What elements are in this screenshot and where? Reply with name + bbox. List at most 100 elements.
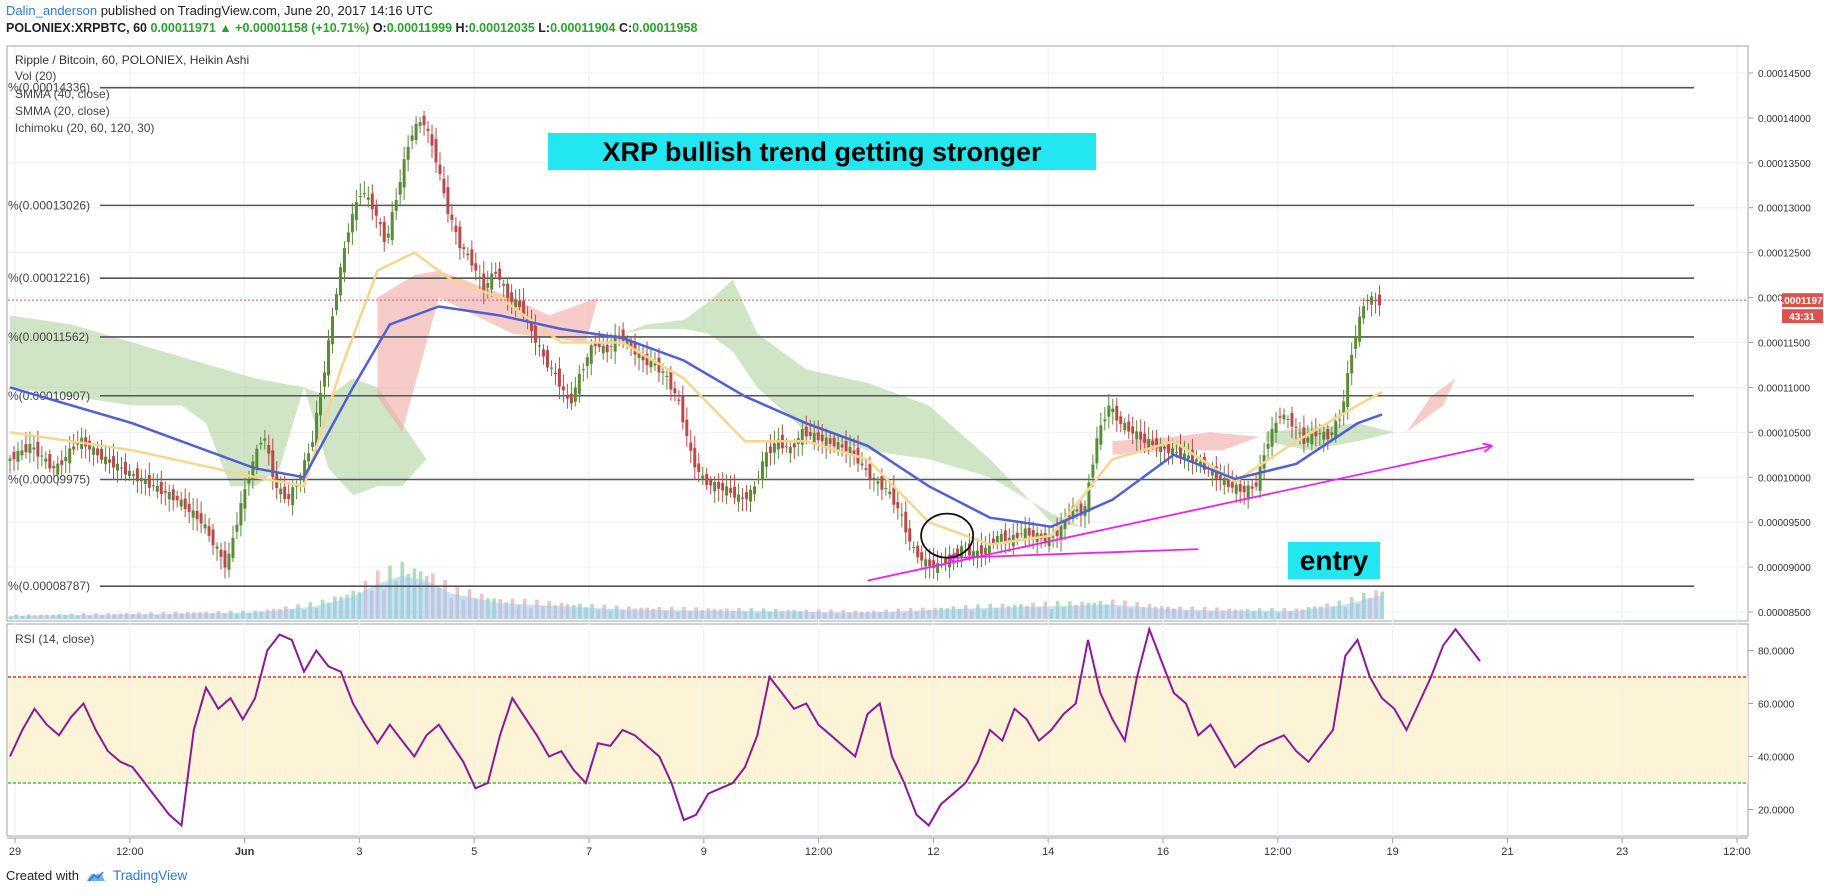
candle-body — [422, 115, 426, 126]
candle-body — [526, 318, 530, 320]
axes: 0.00014500 0.00014000 0.00013500 0.00013000… — [9, 69, 1811, 858]
candle-body — [1330, 432, 1334, 436]
high-value: 0.00012035 — [468, 21, 535, 35]
candle-body — [76, 442, 80, 445]
candle-body — [1218, 475, 1222, 479]
candle-body — [1155, 438, 1159, 449]
candle-body — [390, 211, 394, 240]
candle-body — [1075, 509, 1079, 512]
candle-body — [1099, 425, 1103, 445]
candle-body — [398, 181, 402, 195]
candle-body — [605, 344, 609, 353]
candle-body — [721, 482, 725, 491]
candle-body — [510, 292, 514, 302]
candle-body — [569, 393, 573, 404]
candle-body — [661, 371, 665, 374]
candle-body — [1290, 413, 1294, 427]
candle-body — [1190, 449, 1194, 463]
publish-text: published on TradingView.com, June 20, 2… — [97, 3, 433, 18]
candle-body — [545, 350, 549, 368]
candle-body — [673, 388, 677, 394]
volume-bars — [8, 561, 1384, 619]
candle-body — [215, 546, 219, 549]
candle-body — [904, 511, 908, 533]
candle-body — [522, 300, 526, 316]
change-value: ▲ +0.00001158 (+10.71%) — [219, 21, 370, 35]
candle-body — [147, 474, 151, 488]
candle-body — [912, 547, 916, 549]
candle-body — [948, 554, 952, 568]
drawings[interactable] — [867, 442, 1493, 582]
candle-body — [1007, 538, 1011, 540]
candle-body — [303, 460, 307, 483]
legend-vol: Vol (20) — [15, 69, 56, 83]
candle-body — [784, 446, 788, 448]
candle-body — [538, 345, 542, 347]
candle-body — [378, 222, 382, 225]
time-axis-label: Jun — [235, 846, 255, 858]
candle-body — [450, 214, 454, 221]
candle-body — [1322, 431, 1326, 440]
candle-body — [1159, 443, 1163, 452]
candle-body — [323, 372, 327, 387]
price-axis-label: 0.00011000 — [1758, 383, 1811, 394]
candle-body — [852, 450, 856, 455]
candle-body — [956, 548, 960, 556]
candle-body — [203, 524, 207, 529]
candle-body — [924, 559, 928, 567]
candle-body — [159, 481, 163, 495]
candle-body — [617, 335, 621, 337]
candle-body — [434, 139, 438, 163]
candle-body — [653, 363, 657, 366]
candle-body — [1266, 443, 1270, 449]
candle-body — [36, 441, 40, 457]
legend-smma20: SMMA (20, close) — [15, 104, 110, 118]
candle-body — [446, 187, 450, 214]
candle-body — [414, 123, 418, 141]
candle-body — [983, 547, 987, 554]
candle-body — [1103, 419, 1107, 422]
candle-body — [279, 488, 283, 495]
candle-body — [1298, 432, 1302, 434]
candle-body — [211, 529, 215, 546]
candle-body — [1055, 529, 1059, 536]
candle-body — [1366, 299, 1370, 302]
author-link[interactable]: Dalin_anderson — [6, 3, 98, 18]
candle-body — [828, 438, 832, 444]
candle-body — [733, 486, 737, 498]
candle-body — [1310, 433, 1314, 445]
candle-body — [597, 341, 601, 348]
candle-body — [788, 447, 792, 454]
candle-body — [235, 524, 239, 532]
candle-body — [131, 474, 135, 476]
candle-body — [1139, 431, 1143, 440]
candle-body — [685, 419, 689, 436]
time-axis-label: 23 — [1616, 846, 1628, 858]
candle-body — [454, 225, 458, 233]
candle-body — [8, 458, 12, 462]
price-axis-label: 0.00010500 — [1758, 428, 1811, 439]
candle-body — [649, 360, 653, 368]
candle-body — [108, 459, 112, 463]
candle-body — [195, 510, 199, 520]
candle-body — [498, 268, 502, 280]
candle-body — [967, 543, 971, 556]
candle-body — [239, 503, 243, 526]
candle-body — [1238, 484, 1242, 492]
candle-body — [1178, 445, 1182, 458]
headline-box — [548, 133, 1096, 170]
time-axis-label: 14 — [1042, 846, 1054, 858]
rsi-axis-label: 40.0000 — [1758, 753, 1795, 764]
candle-body — [263, 438, 267, 441]
candle-body — [1230, 482, 1234, 488]
price-axis-label: 0.00011500 — [1758, 338, 1811, 349]
rsi-axis-label: 80.0000 — [1758, 647, 1795, 658]
candle-body — [577, 373, 581, 394]
candle-body — [1023, 528, 1027, 540]
footer: Created with TradingView — [6, 868, 187, 883]
time-axis-label: 21 — [1501, 846, 1513, 858]
tradingview-link[interactable]: TradingView — [112, 868, 188, 883]
trendline-arrowhead — [1482, 442, 1493, 453]
smma20-line — [9, 251, 1383, 546]
